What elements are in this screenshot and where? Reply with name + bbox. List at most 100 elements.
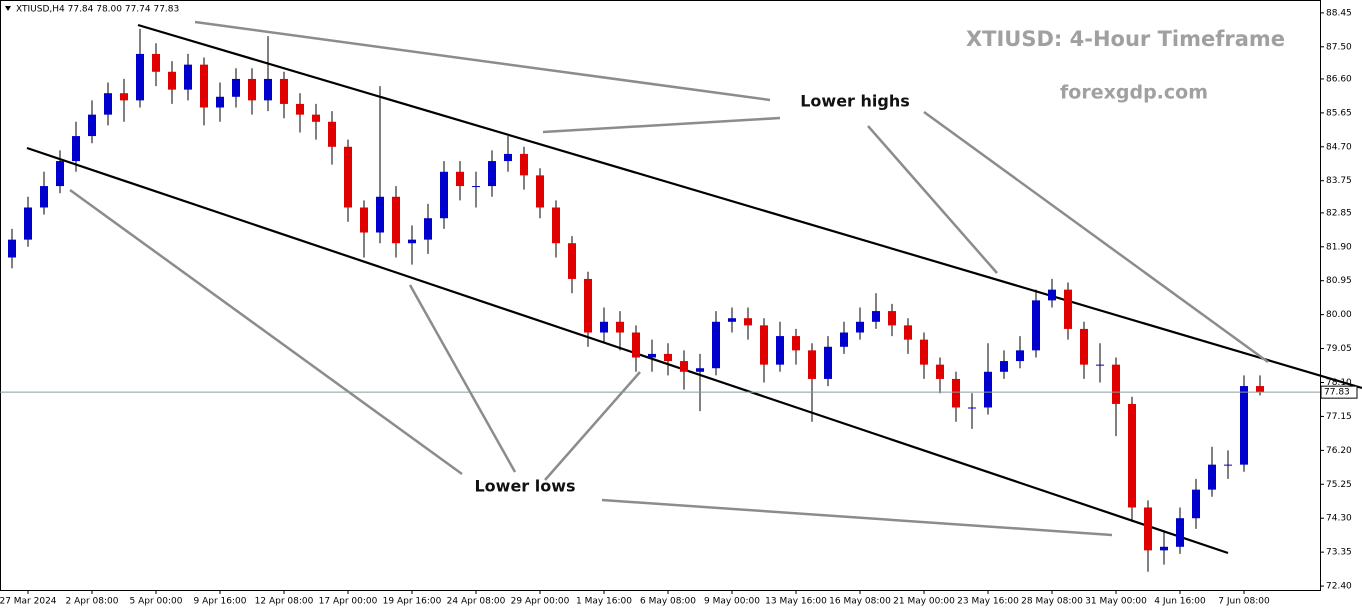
y-tick-label: 87.50	[1326, 42, 1352, 52]
candle-body	[792, 336, 800, 351]
x-tick-label: 12 Apr 08:00	[255, 597, 314, 607]
candle-body	[552, 207, 560, 244]
candle-body	[344, 146, 352, 208]
candle-body	[8, 239, 16, 258]
candle-body	[968, 407, 976, 409]
candles	[8, 28, 1264, 572]
candle-body	[152, 53, 160, 72]
candle-body	[648, 353, 656, 358]
candle-body	[1000, 361, 1008, 372]
candle-body	[696, 368, 704, 372]
candle-body	[1064, 289, 1072, 329]
y-tick-label: 72.40	[1326, 582, 1352, 592]
candle-body	[984, 371, 992, 408]
x-tick-label: 9 May 00:00	[704, 597, 760, 607]
candle-body	[40, 186, 48, 208]
candle-body	[280, 78, 288, 104]
info-arrow	[5, 6, 11, 11]
pointer-line	[408, 284, 517, 473]
candle-body	[1128, 403, 1136, 508]
x-tick-label: 24 Apr 08:00	[447, 597, 506, 607]
pointer-line	[867, 125, 998, 274]
x-tick-label: 27 Mar 2024	[0, 597, 57, 607]
candle-body	[1080, 328, 1088, 365]
y-tick-label: 75.25	[1326, 480, 1352, 490]
annotation-lines	[26, 20, 1362, 555]
x-tick-label: 17 Apr 00:00	[319, 597, 378, 607]
candle-body	[600, 321, 608, 333]
x-tick-label: 1 May 16:00	[576, 597, 632, 607]
x-tick-label: 23 May 16:00	[957, 597, 1019, 607]
candle-body	[1048, 289, 1056, 301]
x-tick-label: 13 May 16:00	[765, 597, 827, 607]
candle-body	[488, 161, 496, 187]
candle-body	[296, 103, 304, 115]
candle-body	[88, 114, 96, 137]
candle-body	[680, 361, 688, 372]
candle-body	[360, 207, 368, 233]
y-tick-label: 76.20	[1326, 446, 1352, 456]
y-tick-label: 79.05	[1326, 344, 1352, 354]
candle-body	[1160, 546, 1168, 551]
candle-body	[168, 71, 176, 90]
candle-body	[616, 321, 624, 333]
pointer-line	[923, 110, 1269, 364]
y-tick-label: 73.35	[1326, 548, 1352, 558]
y-tick-label: 88.45	[1326, 8, 1352, 18]
candle-body	[440, 171, 448, 219]
candle-body	[1176, 518, 1184, 547]
candle-body	[1240, 386, 1248, 465]
candle-body	[56, 161, 64, 187]
y-tick-label: 82.85	[1326, 208, 1352, 218]
candle-body	[248, 78, 256, 101]
last-price-box	[1320, 385, 1358, 399]
candle-body	[136, 53, 144, 101]
x-tick-label: 5 Apr 00:00	[130, 597, 183, 607]
candle-body	[744, 318, 752, 326]
candle-body	[536, 175, 544, 208]
candle-body	[728, 318, 736, 322]
candle-body	[408, 239, 416, 244]
pointer-line	[542, 116, 781, 134]
x-tick-label: 31 May 00:00	[1085, 597, 1147, 607]
candle-body	[376, 196, 384, 233]
x-tick-label: 28 May 08:00	[1021, 597, 1083, 607]
candle-body	[824, 346, 832, 379]
symbol-info: XTIUSD,H4 77.84 78.00 77.74 77.83	[16, 5, 179, 15]
candle-body	[184, 64, 192, 90]
candle-body	[904, 325, 912, 340]
candle-body	[472, 186, 480, 188]
pointer-line	[544, 371, 641, 481]
y-tick-label: 78.10	[1326, 378, 1352, 388]
x-tick-label: 9 Apr 16:00	[194, 597, 247, 607]
candle-body	[1016, 350, 1024, 362]
candle-body	[1096, 364, 1104, 366]
candle-body	[840, 332, 848, 347]
x-tick-label: 4 Jun 16:00	[1154, 597, 1206, 607]
y-tick-label: 80.95	[1326, 276, 1352, 286]
candle-body	[1256, 386, 1264, 393]
y-tick-label: 74.30	[1326, 514, 1352, 524]
y-tick-label: 84.70	[1326, 142, 1352, 152]
candle-body	[520, 153, 528, 176]
candle-body	[920, 339, 928, 365]
candle-body	[1032, 300, 1040, 351]
pointer-line	[194, 20, 771, 102]
x-tick-label: 6 May 08:00	[640, 597, 696, 607]
candle-body	[936, 364, 944, 379]
candle-body	[328, 121, 336, 147]
candle-body	[808, 350, 816, 379]
candle-body	[312, 114, 320, 122]
y-tick-label: 77.15	[1326, 412, 1352, 422]
y-tick-label: 85.65	[1326, 108, 1352, 118]
candle-body	[760, 325, 768, 365]
candle-body	[632, 332, 640, 358]
candle-body	[1224, 464, 1232, 466]
candle-body	[200, 64, 208, 108]
y-tick-label: 80.00	[1326, 310, 1352, 320]
x-tick-label: 16 May 08:00	[829, 597, 891, 607]
candle-body	[120, 93, 128, 101]
x-tick-label: 29 Apr 00:00	[511, 597, 570, 607]
candle-body	[232, 78, 240, 97]
